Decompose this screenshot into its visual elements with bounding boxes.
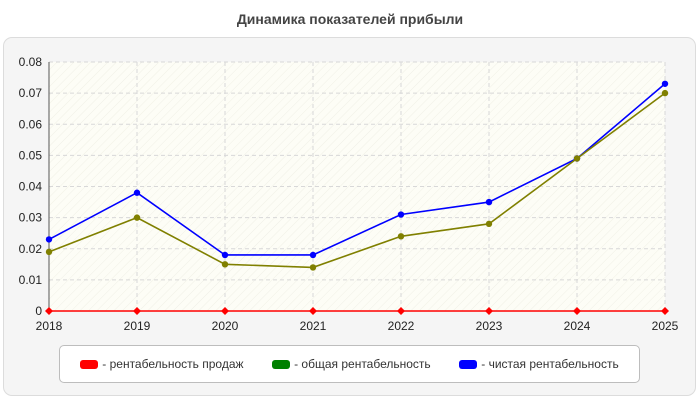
x-tick-label: 2018 bbox=[36, 319, 63, 333]
x-tick-label: 2021 bbox=[300, 319, 327, 333]
x-tick-label: 2025 bbox=[652, 319, 679, 333]
data-point bbox=[221, 251, 229, 259]
y-tick-label: 0.03 bbox=[19, 211, 43, 225]
data-point bbox=[573, 307, 581, 315]
data-point bbox=[309, 307, 317, 315]
legend-item: - общая рентабельность bbox=[272, 357, 431, 371]
legend-label: - рентабельность продаж bbox=[102, 357, 244, 371]
data-point bbox=[221, 261, 229, 268]
data-point bbox=[485, 198, 493, 206]
x-tick-label: 2024 bbox=[564, 319, 591, 333]
chart-legend: - рентабельность продаж - общая рентабель… bbox=[59, 345, 640, 383]
data-point bbox=[221, 307, 229, 315]
legend-swatch bbox=[80, 359, 99, 369]
data-point bbox=[397, 307, 405, 315]
series-line bbox=[48, 83, 666, 256]
data-point bbox=[661, 80, 669, 87]
y-tick-label: 0 bbox=[35, 304, 42, 318]
y-tick-label: 0.04 bbox=[19, 180, 43, 194]
legend-swatch bbox=[459, 359, 478, 369]
series-line bbox=[48, 92, 666, 269]
y-tick-label: 0.01 bbox=[19, 273, 43, 287]
y-tick-label: 0.06 bbox=[19, 117, 43, 131]
legend-label: - общая рентабельность bbox=[294, 357, 431, 371]
x-tick-label: 2020 bbox=[212, 319, 239, 333]
x-tick-label: 2023 bbox=[476, 319, 503, 333]
legend-label: - чистая рентабельность bbox=[481, 357, 619, 371]
data-point bbox=[485, 307, 493, 315]
y-tick-label: 0.08 bbox=[19, 55, 43, 69]
data-point bbox=[661, 89, 669, 97]
legend-item: - рентабельность продаж bbox=[80, 357, 244, 371]
data-point bbox=[397, 211, 405, 218]
data-point bbox=[309, 264, 317, 271]
y-tick-label: 0.02 bbox=[19, 242, 43, 256]
data-point bbox=[485, 220, 493, 228]
data-point bbox=[133, 189, 141, 196]
data-point bbox=[573, 155, 581, 162]
y-tick-label: 0.07 bbox=[19, 86, 43, 100]
chart-title: Динамика показателей прибыли bbox=[236, 11, 464, 27]
legend-item: - чистая рентабельность bbox=[459, 357, 619, 371]
x-tick-label: 2019 bbox=[124, 319, 151, 333]
data-point bbox=[45, 236, 53, 243]
data-point bbox=[661, 307, 669, 315]
data-point bbox=[397, 233, 405, 240]
legend-swatch bbox=[272, 359, 291, 369]
data-point bbox=[133, 307, 141, 315]
data-point bbox=[45, 248, 53, 256]
data-point bbox=[309, 251, 317, 259]
data-point bbox=[133, 214, 141, 221]
x-tick-label: 2022 bbox=[388, 319, 415, 333]
y-tick-label: 0.05 bbox=[19, 148, 43, 162]
data-point bbox=[45, 307, 53, 315]
